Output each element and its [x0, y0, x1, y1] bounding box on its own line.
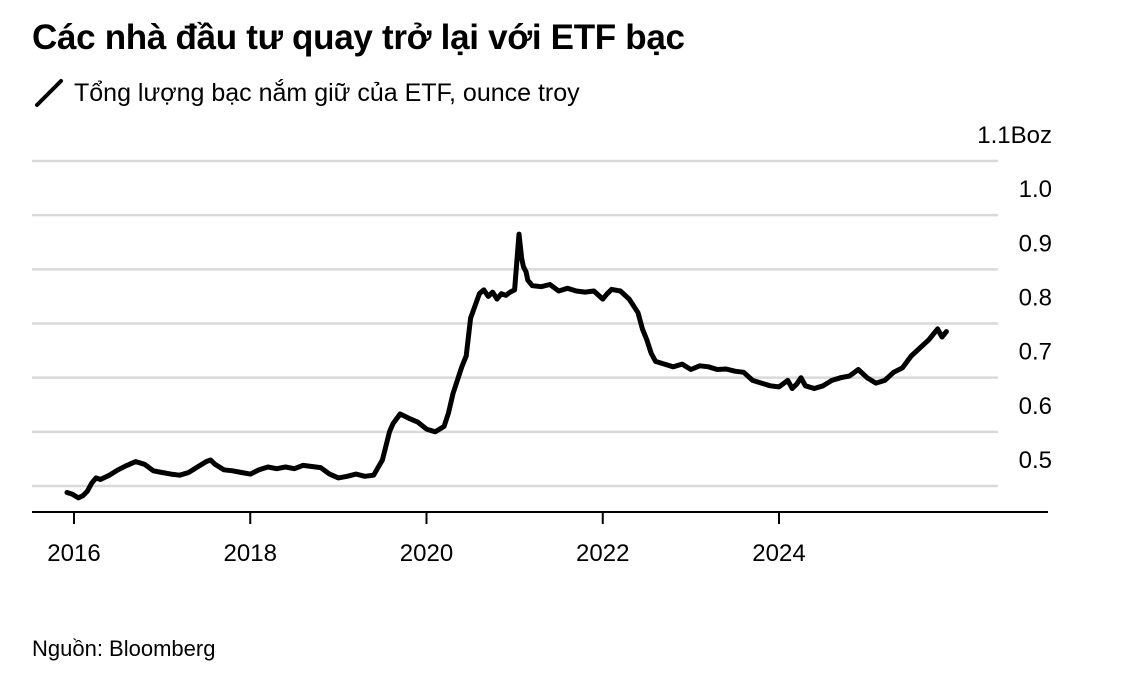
legend: Tổng lượng bạc nắm giữ của ETF, ounce tr…: [34, 78, 580, 108]
line-series-icon: [35, 79, 63, 107]
legend-label: Tổng lượng bạc nắm giữ của ETF, ounce tr…: [74, 78, 580, 107]
y-tick-label: 0.7: [1019, 339, 1052, 366]
y-tick-label: 0.6: [1019, 393, 1052, 420]
series-line-etf-silver-holdings: [64, 231, 949, 501]
y-tick-label: 0.9: [1019, 230, 1052, 257]
x-tick-label: 2018: [224, 540, 277, 567]
x-axis: 2016 2018 2020 2022 2024: [32, 511, 1048, 567]
chart-title: Các nhà đầu tư quay trở lại với ETF bạc: [32, 18, 685, 57]
y-tick-label: 0.8: [1019, 285, 1052, 312]
y-tick-label: 1.0: [1019, 176, 1052, 203]
series-group: [64, 231, 949, 501]
x-tick-label: 2016: [47, 540, 100, 567]
x-tick-label: 2020: [400, 540, 453, 567]
source-note: Nguồn: Bloomberg: [32, 636, 216, 661]
y-tick-label: 1.1Boz: [977, 122, 1052, 149]
y-axis-tick-labels: 1.1Boz 1.0 0.9 0.8 0.7 0.6 0.5: [977, 122, 1052, 474]
x-tick-label: 2022: [576, 540, 629, 567]
x-tick-label: 2024: [752, 540, 805, 567]
gridlines: [32, 159, 998, 488]
y-tick-label: 0.5: [1019, 447, 1052, 474]
